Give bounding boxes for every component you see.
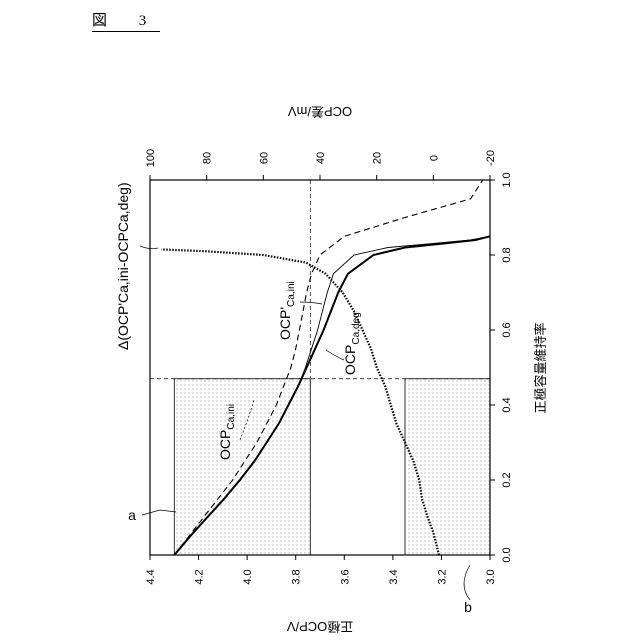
y-left-tick-label: 3.0 <box>485 569 497 584</box>
y-left-tick-label: 4.2 <box>194 569 206 584</box>
x-tick-label: 1.0 <box>501 172 513 187</box>
y-right-tick-label: 0 <box>428 155 440 161</box>
leader-delta <box>140 246 158 249</box>
y-right-tick-label: 20 <box>372 152 384 164</box>
leader-b <box>464 565 470 600</box>
x-axis-label: 正極容量維持率 <box>533 322 548 413</box>
annotation-b: b <box>464 599 472 615</box>
x-tick-label: 0.8 <box>501 247 513 262</box>
y-left-axis-label: 正極OCP/V <box>286 619 353 634</box>
reference-lines <box>150 180 490 379</box>
leader-ocp-prime <box>300 302 322 304</box>
annotation-ocp-prime-ca-ini: OCP'Ca,ini <box>277 281 297 340</box>
y-right-tick-label: 60 <box>258 152 270 164</box>
y-left-tick-label: 3.2 <box>436 569 448 584</box>
y-left-tick-label: 4.0 <box>242 569 254 584</box>
x-tick-label: 0.6 <box>501 322 513 337</box>
y-left-tick-label: 4.4 <box>145 569 157 584</box>
annotation-delta: Δ(OCP'Ca,ini-OCPCa,deg) <box>115 182 131 350</box>
y-left-tick-label: 3.8 <box>291 569 303 584</box>
annotation-ocp-ca-deg: OCPCa,deg <box>342 312 362 375</box>
y-left-tick-label: 3.4 <box>388 569 400 584</box>
y-left-tick-label: 3.6 <box>339 569 351 584</box>
x-tick-label: 0.4 <box>501 397 513 412</box>
x-tick-label: 0.0 <box>501 547 513 562</box>
y-right-axis-label: OCP差/mV <box>288 104 353 119</box>
x-tick-label: 0.2 <box>501 472 513 487</box>
shaded-region-b <box>405 379 490 555</box>
y-right-tick-label: 40 <box>315 152 327 164</box>
leader-a <box>142 510 176 515</box>
annotation-a: a <box>128 507 136 523</box>
shaded-regions <box>174 379 490 555</box>
y-right-tick-label: -20 <box>485 150 497 166</box>
y-right-tick-label: 100 <box>145 149 157 167</box>
y-right-tick-label: 80 <box>202 152 214 164</box>
